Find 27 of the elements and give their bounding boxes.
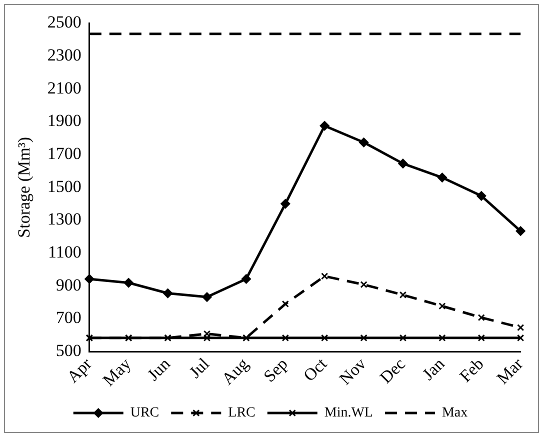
y-tick-label: 2300	[47, 46, 82, 65]
y-tick-label: 1100	[48, 242, 82, 262]
x-tick-label: Jun	[144, 354, 174, 384]
legend-label: Min.WL	[324, 406, 373, 421]
x-tick-label: Dec	[376, 354, 410, 388]
legend-label: Max	[442, 406, 468, 421]
y-tick-label: 1500	[47, 176, 82, 196]
y-tick-label: 1300	[47, 210, 82, 229]
legend-label: LRC	[228, 406, 256, 421]
y-tick-label: 900	[56, 275, 82, 294]
x-tick-label: Jul	[186, 354, 214, 382]
y-tick-label: 2500	[47, 12, 82, 32]
x-tick-label: Sep	[260, 354, 292, 386]
x-tick-label: May	[99, 354, 135, 390]
x-tick-label: Nov	[336, 354, 370, 388]
x-tick-label: Jan	[418, 354, 449, 384]
x-tick-label: Feb	[456, 354, 488, 386]
x-tick-label: Aug	[218, 354, 253, 388]
y-tick-label: 700	[56, 308, 82, 328]
y-tick-label: 1900	[47, 111, 82, 130]
x-tick-label: Oct	[300, 354, 331, 386]
y-axis-title: Storage (Mm³)	[14, 136, 34, 238]
legend-label: URC	[130, 406, 160, 421]
x-tick-label: Mar	[493, 354, 527, 388]
y-tick-label: 1700	[47, 144, 82, 164]
y-tick-label: 2100	[47, 78, 82, 98]
y-tick-label: 500	[56, 341, 82, 360]
